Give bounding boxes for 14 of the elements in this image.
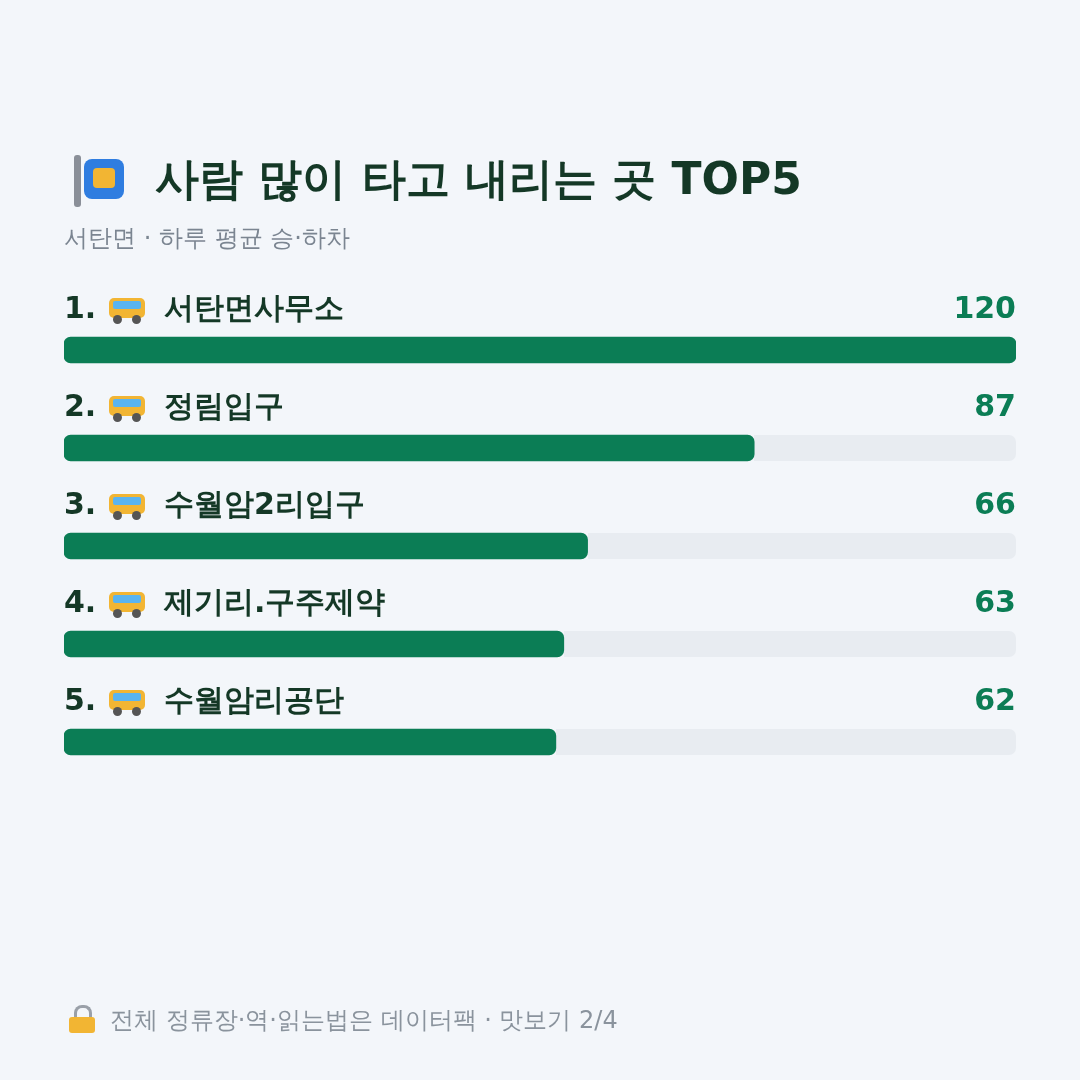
- bar: [64, 336, 1016, 364]
- category-label: 1. 서탄면사무소: [64, 289, 344, 325]
- category-label: 2. 정림입구: [64, 387, 284, 423]
- data-label: 87: [974, 387, 1016, 423]
- data-label: 120: [953, 289, 1016, 325]
- text: 전체 정류장·역·읽는법은 데이터팩 · 맛보기 2/4: [110, 1005, 618, 1036]
- data-label: 66: [974, 485, 1016, 521]
- category-label: 4. 제기리.구주제약: [64, 583, 386, 619]
- data-label: 62: [974, 681, 1016, 717]
- data-label: 63: [974, 583, 1016, 619]
- chart-title: 사람 많이 타고 내리는 곳 TOP5: [155, 152, 802, 206]
- chart-subtitle: 서탄면 · 하루 평균 승·하차: [64, 223, 350, 254]
- category-label: 5. 수월암리공단: [64, 681, 344, 717]
- category-label: 3. 수월암2리입구: [64, 485, 365, 521]
